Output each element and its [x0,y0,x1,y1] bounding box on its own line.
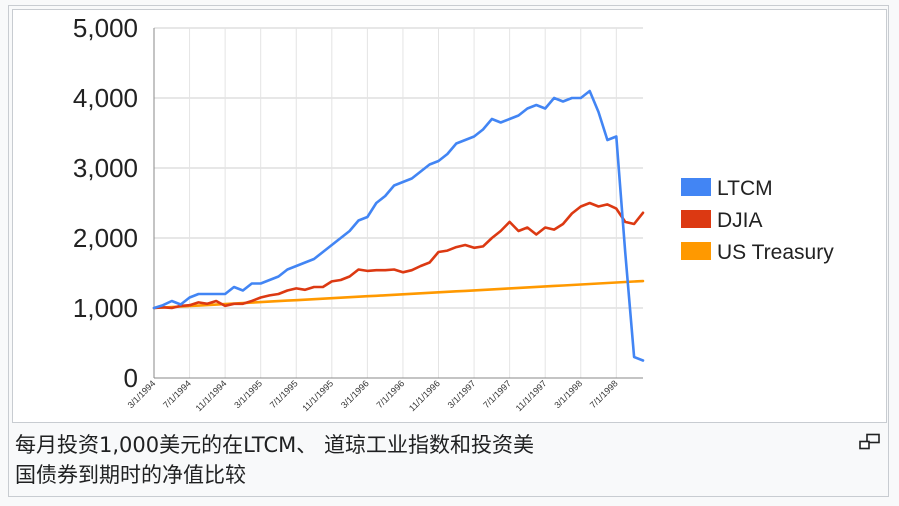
x-tick-label: 11/1/1996 [407,378,442,413]
legend-swatch [681,178,711,196]
x-tick-label: 11/1/1995 [300,378,335,413]
figure-frame: 0 1,000 2,000 3,000 4,000 5,000 3/1/1994 7/1/19… [8,5,889,497]
caption-line-1: 每月投资1,000美元的在LTCM、 道琼工业指数和投资美 [15,433,534,457]
legend-swatch [681,210,711,228]
x-tick-label: 11/1/1997 [514,378,549,413]
series-line-us-treasury [152,279,645,310]
series-line-djia [152,201,645,310]
chart-image: 0 1,000 2,000 3,000 4,000 5,000 3/1/1994 7/1/19… [12,9,887,423]
series-line-ltcm [152,89,645,362]
x-tick-label: 3/1/1997 [446,378,478,410]
y-tick-label: 1,000 [73,293,138,323]
x-tick-label: 7/1/1998 [588,378,620,410]
x-tick-label: 7/1/1997 [481,378,513,410]
x-tick-label: 7/1/1996 [375,378,407,410]
y-tick-label: 3,000 [73,153,138,183]
x-tick-label: 11/1/1994 [194,378,229,413]
legend-label: LTCM [717,177,773,200]
magnify-icon[interactable] [858,433,882,451]
x-tick-label: 7/1/1994 [161,378,193,410]
y-tick-label: 5,000 [73,13,138,43]
legend-swatch [681,242,711,260]
caption-line-2: 国债券到期时的净值比较 [15,463,246,487]
y-tick-label: 4,000 [73,83,138,113]
x-tick-label: 3/1/1995 [232,378,264,410]
x-tick-label: 3/1/1996 [339,378,371,410]
y-tick-label: 0 [124,363,138,393]
x-tick-label: 7/1/1995 [268,378,300,410]
figure-caption: 每月投资1,000美元的在LTCM、 道琼工业指数和投资美 国债券到期时的净值比… [15,430,835,490]
legend-label: US Treasury [717,241,834,264]
y-tick-label: 2,000 [73,223,138,253]
legend-label: DJIA [717,209,763,232]
x-tick-label: 3/1/1998 [552,378,584,410]
